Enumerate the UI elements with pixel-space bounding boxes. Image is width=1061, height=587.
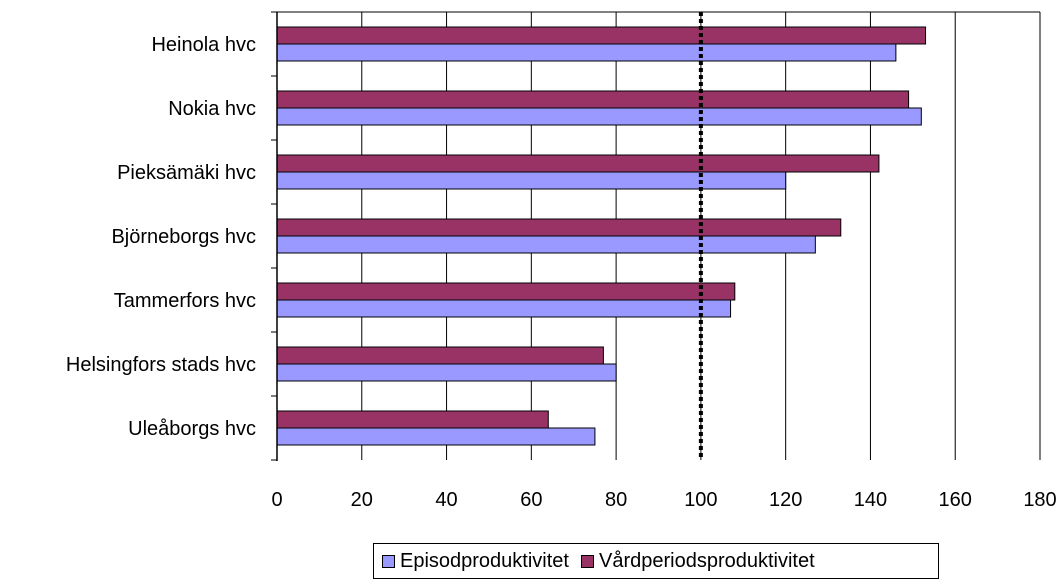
x-tick-label: 0 bbox=[271, 489, 282, 511]
category-label: Pieksämäki hvc bbox=[117, 162, 256, 184]
bar bbox=[276, 363, 617, 382]
bar bbox=[276, 90, 910, 109]
legend-label-vardperiod: Vårdperiodsproduktivitet bbox=[598, 549, 815, 572]
x-tick-label: 60 bbox=[520, 489, 542, 511]
bar bbox=[276, 26, 927, 45]
x-tick-label: 120 bbox=[769, 489, 802, 511]
bars bbox=[276, 26, 927, 446]
x-tick-label: 140 bbox=[854, 489, 887, 511]
legend-item-episod: Episodproduktivitet bbox=[382, 550, 569, 573]
bar bbox=[276, 346, 604, 365]
category-label: Helsingfors stads hvc bbox=[66, 354, 256, 376]
axes bbox=[271, 11, 278, 461]
bar bbox=[276, 427, 596, 446]
bar bbox=[276, 410, 549, 429]
x-tick-label: 20 bbox=[351, 489, 373, 511]
x-tick-label: 100 bbox=[684, 489, 717, 511]
bar bbox=[276, 171, 787, 190]
bar bbox=[276, 154, 880, 173]
legend-swatch-vardperiod bbox=[580, 554, 594, 568]
x-tick-label: 160 bbox=[939, 489, 972, 511]
x-tick-label: 40 bbox=[435, 489, 457, 511]
category-label: Heinola hvc bbox=[151, 34, 256, 56]
category-label: Björneborgs hvc bbox=[111, 226, 256, 248]
category-labels: Heinola hvc Nokia hvc Pieksämäki hvc Björne… bbox=[66, 34, 256, 440]
category-label: Uleåborgs hvc bbox=[128, 418, 256, 440]
category-label: Nokia hvc bbox=[168, 98, 256, 120]
legend-item-vardperiod: Vårdperiodsproduktivitet bbox=[580, 549, 815, 573]
x-tick-label: 180 bbox=[1023, 489, 1056, 511]
legend-swatch-episod bbox=[382, 554, 395, 568]
bar bbox=[276, 218, 842, 237]
bar bbox=[276, 235, 816, 254]
x-tick-labels: 0 20 40 60 80 100 120 140 160 180 bbox=[271, 489, 1056, 511]
bar bbox=[276, 43, 897, 62]
bar bbox=[276, 107, 922, 126]
legend-label-episod: Episodproduktivitet bbox=[400, 549, 569, 572]
bar bbox=[276, 299, 732, 318]
legend: Episodproduktivitet Vårdperiodsproduktiv… bbox=[373, 543, 939, 579]
x-tick-label: 80 bbox=[605, 489, 627, 511]
bar bbox=[276, 282, 736, 301]
category-label: Tammerfors hvc bbox=[114, 290, 256, 312]
